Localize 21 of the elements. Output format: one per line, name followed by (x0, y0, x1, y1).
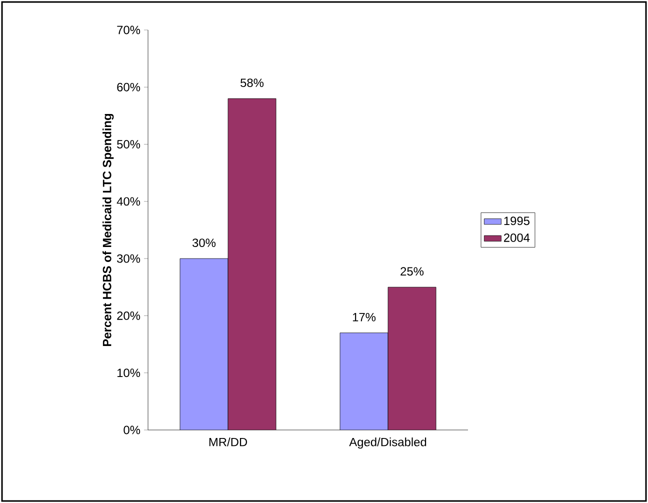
y-tick-label: 30% (117, 254, 140, 263)
bar (340, 332, 388, 430)
data-label: 58% (240, 78, 264, 88)
data-label: 30% (192, 238, 216, 248)
bar (228, 98, 276, 430)
y-tick-label: 60% (117, 82, 140, 92)
bar (180, 258, 228, 430)
x-tick-label: MR/DD (209, 438, 248, 446)
y-tick-label: 40% (116, 197, 140, 206)
data-label: 25% (400, 267, 424, 276)
y-tick-label: 70% (117, 26, 140, 34)
y-tick-label: 20% (117, 311, 140, 320)
y-tick-label: 10% (117, 368, 140, 378)
y-axis-title: Percent HCBS of Medicaid LTC Spending (102, 114, 114, 346)
x-tick-label: Aged/Disabled (349, 438, 426, 449)
legend-label: 1995 (504, 216, 530, 226)
data-label: 17% (352, 312, 376, 322)
y-tick-label: 50% (117, 140, 140, 148)
legend-label: 2004 (504, 233, 530, 242)
y-tick-label: 0% (124, 426, 140, 434)
bar (388, 286, 436, 430)
